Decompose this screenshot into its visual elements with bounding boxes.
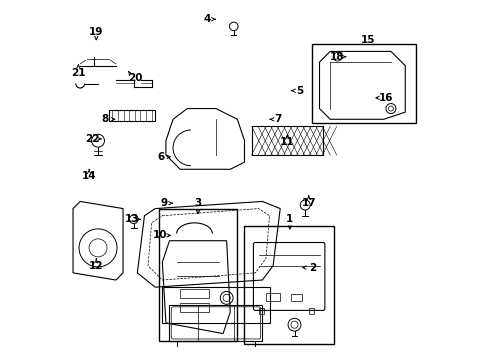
Bar — [180, 303, 208, 312]
Text: 13: 13 — [124, 214, 139, 224]
Text: 16: 16 — [378, 93, 392, 103]
Text: 12: 12 — [89, 261, 103, 271]
Text: 18: 18 — [329, 52, 344, 62]
Text: 17: 17 — [301, 198, 315, 208]
Text: 11: 11 — [280, 138, 294, 148]
Bar — [265, 293, 280, 301]
Text: 2: 2 — [308, 262, 315, 273]
Text: 14: 14 — [81, 171, 96, 181]
Text: 4: 4 — [203, 14, 210, 24]
Bar — [108, 110, 155, 121]
Bar — [159, 208, 237, 341]
Bar — [169, 305, 262, 341]
Text: 3: 3 — [194, 198, 201, 208]
Text: 6: 6 — [157, 152, 164, 162]
Text: 10: 10 — [153, 230, 167, 240]
Text: 15: 15 — [360, 35, 374, 45]
Bar — [251, 126, 323, 155]
Bar — [258, 307, 264, 314]
Text: 21: 21 — [71, 68, 85, 78]
Text: 19: 19 — [89, 27, 103, 37]
Text: 5: 5 — [296, 86, 303, 96]
Bar — [180, 289, 208, 298]
Text: 1: 1 — [285, 213, 293, 224]
Bar — [308, 307, 313, 314]
Bar — [290, 294, 301, 301]
Text: 22: 22 — [85, 134, 100, 144]
Text: 7: 7 — [274, 114, 282, 124]
Text: 8: 8 — [102, 114, 109, 124]
Bar — [244, 226, 333, 344]
Text: 9: 9 — [160, 198, 167, 208]
Bar — [312, 44, 415, 123]
Text: 20: 20 — [128, 73, 142, 83]
